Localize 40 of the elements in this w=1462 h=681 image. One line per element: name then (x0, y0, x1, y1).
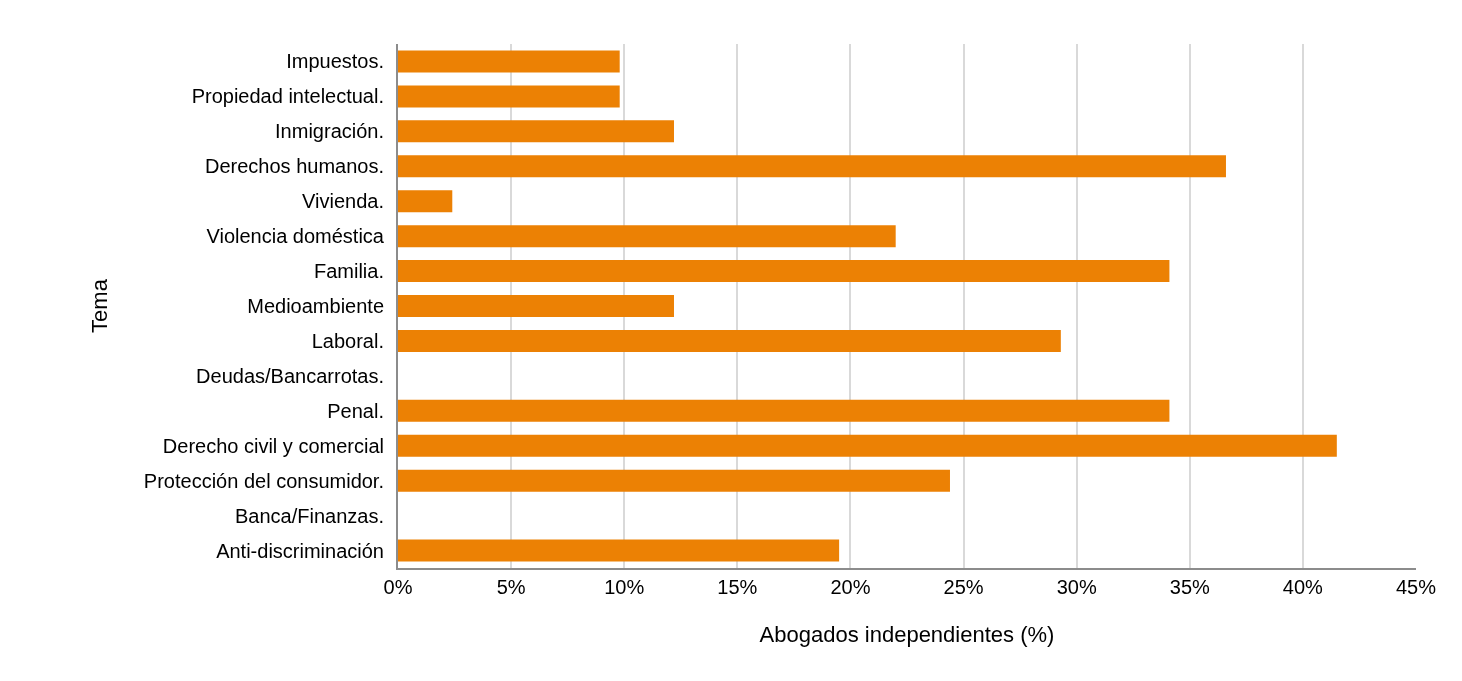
y-tick-label: Deudas/Bancarrotas. (196, 364, 384, 387)
x-tick-label: 15% (717, 576, 758, 598)
x-tick-label: 10% (604, 576, 645, 598)
x-tick-label: 35% (1169, 576, 1211, 598)
x-tick-label: 5% (496, 576, 526, 598)
x-tick-label: 45% (1395, 576, 1437, 598)
y-tick-label: Protección del consumidor. (143, 469, 384, 492)
y-tick-label: Vivienda. (302, 190, 384, 213)
y-tick-label: Derecho civil y comercial (162, 434, 384, 457)
y-axis-title: Tema (87, 278, 113, 333)
y-tick-label: Derechos humanos. (205, 155, 384, 178)
y-tick-label: Inmigración. (275, 120, 384, 143)
y-tick-label: Violencia doméstica (206, 225, 385, 248)
bar (398, 50, 620, 73)
y-tick-label: Impuestos. (286, 50, 384, 73)
bar (398, 120, 674, 143)
x-tick-label: 25% (943, 576, 984, 598)
x-axis-title: Abogados independientes (%) (759, 622, 1055, 648)
bar (398, 225, 896, 248)
bar (398, 190, 453, 213)
y-tick-label: Banca/Finanzas. (235, 504, 384, 527)
bar (398, 539, 840, 562)
y-tick-label: Familia. (313, 260, 384, 283)
y-tick-label: Penal. (327, 399, 384, 422)
y-tick-label: Laboral. (311, 329, 384, 352)
x-tick-label: 40% (1282, 576, 1324, 598)
bar (398, 434, 1337, 457)
bar (398, 155, 1226, 178)
bar (398, 469, 950, 492)
x-tick-label: 30% (1056, 576, 1097, 598)
x-tick-label: 0% (383, 576, 413, 598)
bar (398, 85, 620, 108)
bar (398, 260, 1170, 283)
bar (398, 329, 1061, 352)
y-tick-label: Propiedad intelectual. (191, 85, 384, 108)
y-tick-label: Anti-discriminación (216, 539, 384, 562)
bar (398, 399, 1170, 422)
x-tick-label: 20% (830, 576, 871, 598)
bar (398, 295, 674, 317)
y-tick-label: Medioambiente (247, 295, 384, 317)
